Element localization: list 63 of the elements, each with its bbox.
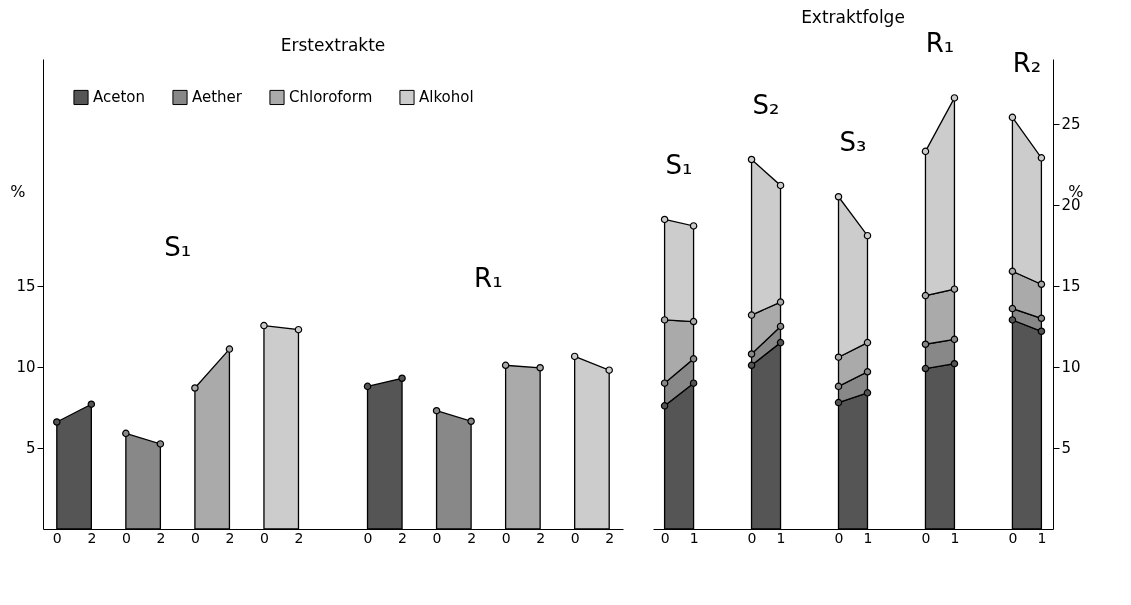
x-tick-label: 2: [398, 529, 408, 546]
legend-label: Chloroform: [289, 88, 373, 107]
text: R₁: [925, 28, 955, 59]
point: [570, 352, 579, 361]
annotation: S₁: [665, 149, 693, 180]
point: [260, 321, 268, 330]
legend-label: Aceton: [93, 88, 146, 107]
annotation: R₂: [1012, 47, 1042, 78]
x-tick-label: 1: [1037, 529, 1047, 546]
x-tick-label: 0: [363, 529, 373, 546]
y2-tick-label: 25: [1061, 115, 1081, 134]
x-tick-label: 0: [834, 529, 844, 546]
x-tick-label: 0: [259, 529, 269, 546]
point: [501, 361, 510, 370]
y2-tick-label: 15: [1061, 277, 1081, 296]
point: [225, 345, 234, 353]
x-tick-label: 2: [225, 529, 235, 546]
x-tick-label: 0: [1008, 529, 1018, 546]
x-tick-label: 0: [121, 529, 131, 546]
point: [156, 440, 165, 448]
x-tick-label: 0: [432, 529, 442, 546]
point: [467, 417, 475, 425]
y-tick-label: 10: [16, 358, 36, 377]
legend-label: Alkohol: [419, 88, 474, 107]
x-tick-label: 2: [156, 529, 166, 546]
x-tick-label: 2: [605, 529, 615, 546]
legend-label: Aether: [192, 88, 243, 107]
y-tick-label: 15: [16, 277, 36, 296]
x-tick-label: 0: [747, 529, 757, 546]
y2-tick-label: 5: [1061, 439, 1072, 458]
point: [605, 366, 613, 374]
x-tick-label: 2: [87, 529, 97, 546]
y-tick-label: 5: [25, 439, 36, 458]
point: [536, 363, 544, 372]
chart-title: Extraktfolge: [801, 7, 905, 28]
y2-tick-label: 10: [1061, 358, 1081, 377]
annotation: S₃: [839, 127, 867, 158]
annotation: R₁: [474, 262, 503, 293]
point: [363, 382, 372, 391]
point: [191, 384, 199, 392]
x-tick-label: 1: [689, 529, 699, 546]
x-tick-label: 1: [950, 529, 960, 546]
x-tick-label: 0: [501, 529, 511, 546]
annotation: S₂: [752, 89, 780, 120]
x-tick-label: 2: [536, 529, 546, 546]
y-axis-title: %: [10, 181, 26, 201]
x-tick-label: 0: [190, 529, 200, 546]
point: [294, 325, 303, 334]
chart-title: Erstextrakte: [280, 35, 386, 55]
annotation: S₁: [164, 231, 192, 262]
x-tick-label: 1: [776, 529, 786, 546]
x-tick-label: 1: [863, 529, 873, 546]
point: [87, 400, 96, 408]
x-tick-label: 2: [294, 529, 304, 546]
x-tick-label: 0: [570, 529, 580, 546]
point: [398, 374, 406, 383]
x-tick-label: 0: [921, 529, 931, 546]
point: [122, 429, 130, 438]
x-tick-label: 2: [467, 529, 477, 546]
x-tick-label: 0: [52, 529, 62, 546]
x-tick-label: 0: [660, 529, 670, 546]
point: [432, 406, 441, 415]
point: [53, 418, 61, 426]
